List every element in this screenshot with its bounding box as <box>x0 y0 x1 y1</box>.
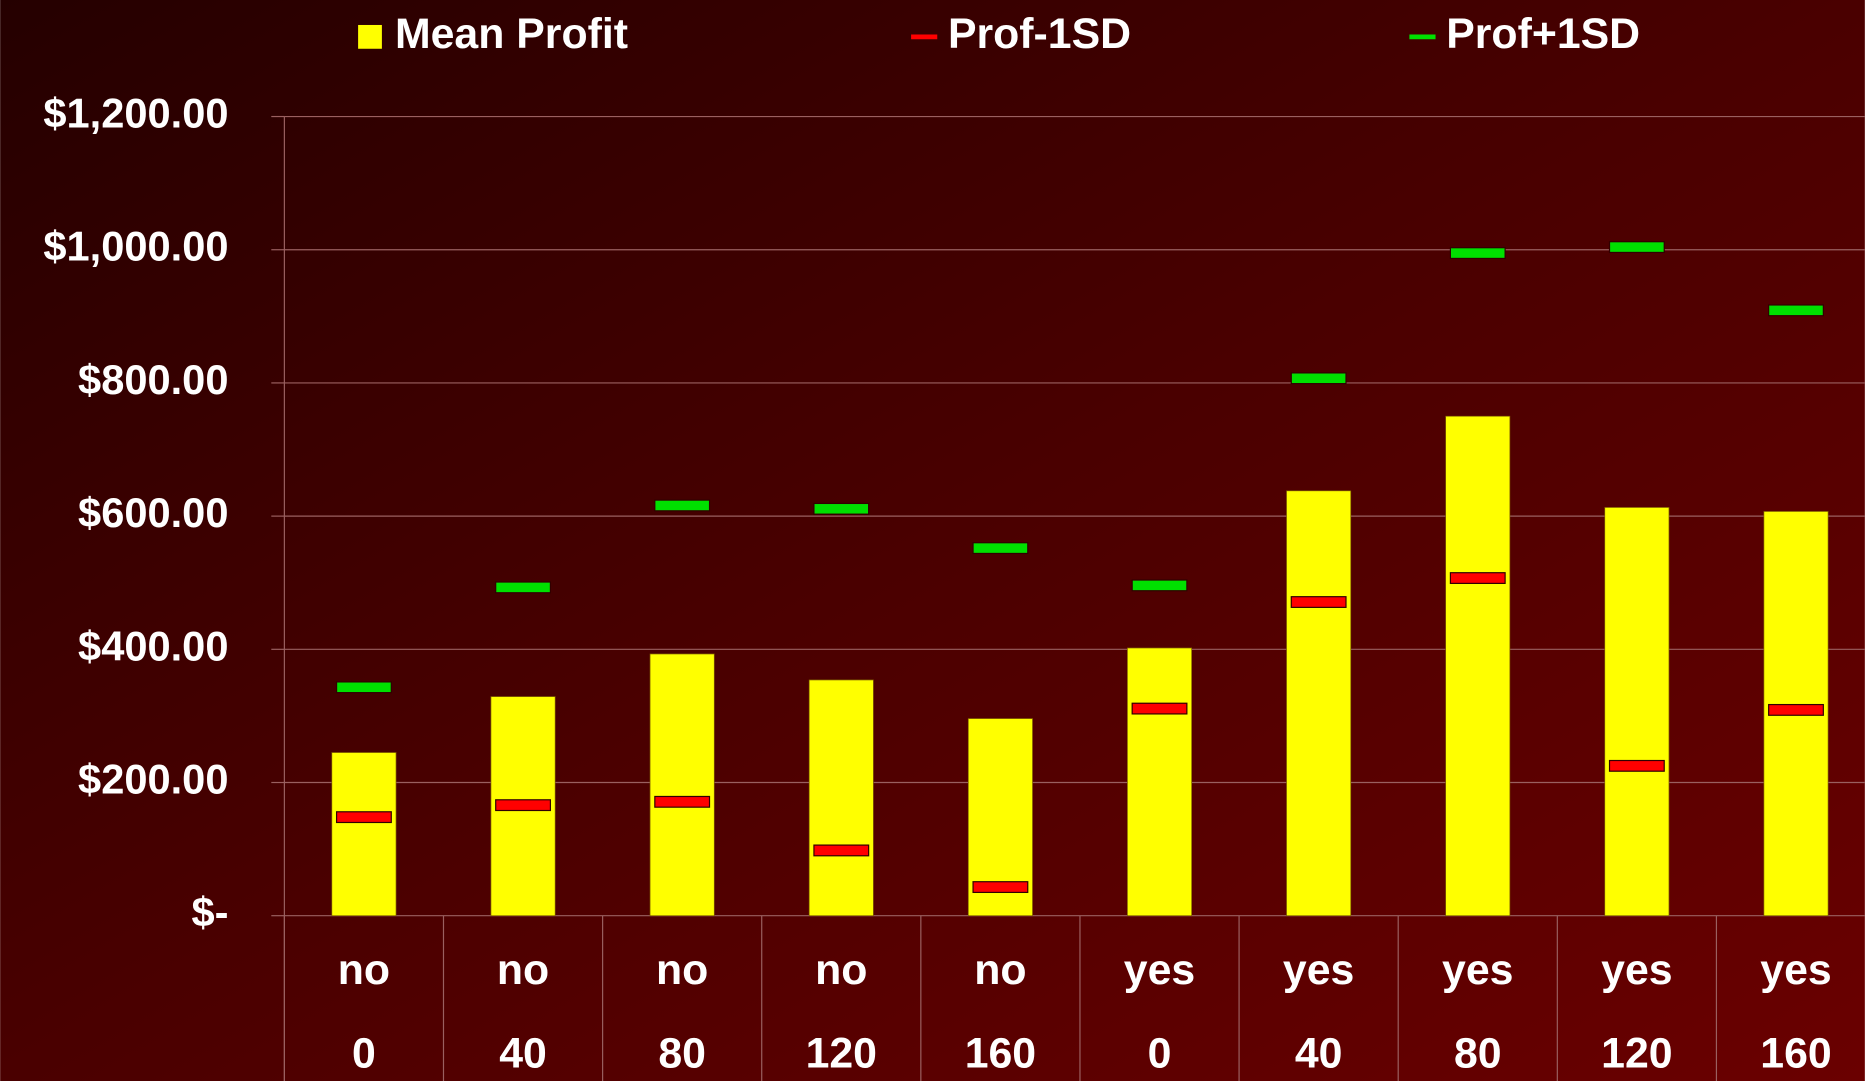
x-tick-label: 80 <box>658 1029 706 1077</box>
y-tick-label: $400.00 <box>78 622 228 669</box>
y-tick-label: $1,000.00 <box>43 223 228 270</box>
x-tick-label: 0 <box>1148 1029 1172 1077</box>
x-tick-label: yes <box>1760 946 1831 994</box>
marker <box>972 881 1029 894</box>
bar <box>649 653 715 917</box>
marker <box>1608 759 1665 772</box>
x-tick-label: 80 <box>1454 1029 1502 1077</box>
marker <box>813 844 870 857</box>
marker <box>495 581 551 594</box>
x-tick-label: 40 <box>1295 1029 1343 1077</box>
x-tick-label: yes <box>1283 946 1354 994</box>
marker <box>1131 702 1188 715</box>
legend-label: Prof+1SD <box>1446 10 1640 58</box>
y-tick-label: $1,200.00 <box>43 90 228 137</box>
x-tick-label: 120 <box>1601 1029 1672 1077</box>
marker <box>813 502 870 515</box>
marker <box>1768 703 1824 716</box>
marker <box>1131 579 1188 592</box>
y-tick-label: $800.00 <box>78 356 228 403</box>
marker <box>335 811 392 824</box>
bar <box>808 679 874 917</box>
marker <box>335 681 392 694</box>
x-tick-label: no <box>974 946 1026 994</box>
x-tick-label: no <box>497 946 549 994</box>
marker <box>1449 247 1506 260</box>
x-tick-label: no <box>656 946 708 994</box>
y-tick-label: $- <box>191 889 228 936</box>
marker <box>1290 372 1347 385</box>
bar <box>1127 647 1192 917</box>
x-tick-label: 160 <box>1760 1029 1831 1077</box>
x-tick-label: 160 <box>965 1029 1036 1077</box>
x-tick-label: yes <box>1442 946 1513 994</box>
bar <box>1604 507 1670 917</box>
marker <box>1608 241 1665 254</box>
x-tick-label: 0 <box>352 1029 376 1077</box>
x-tick-label: yes <box>1601 946 1672 994</box>
marker <box>654 499 711 512</box>
legend-label: Prof-1SD <box>948 10 1131 58</box>
marker <box>1768 304 1824 317</box>
marker <box>654 795 711 808</box>
legend-swatch <box>911 34 938 40</box>
x-tick-label: 120 <box>806 1029 877 1077</box>
y-tick-label: $600.00 <box>78 489 228 536</box>
x-tick-label: no <box>338 946 390 994</box>
bar <box>331 752 397 917</box>
legend-swatch <box>1409 34 1436 40</box>
legend-label: Mean Profit <box>395 10 628 58</box>
bar <box>1445 415 1511 917</box>
bar <box>1286 490 1352 917</box>
x-tick-label: yes <box>1124 946 1195 994</box>
x-tick-label: no <box>815 946 867 994</box>
marker <box>1449 572 1506 585</box>
x-tick-label: 40 <box>499 1029 547 1077</box>
legend-swatch <box>358 24 382 49</box>
marker <box>972 542 1029 555</box>
y-tick-label: $200.00 <box>78 756 228 803</box>
marker <box>1290 596 1347 608</box>
marker <box>495 799 551 812</box>
